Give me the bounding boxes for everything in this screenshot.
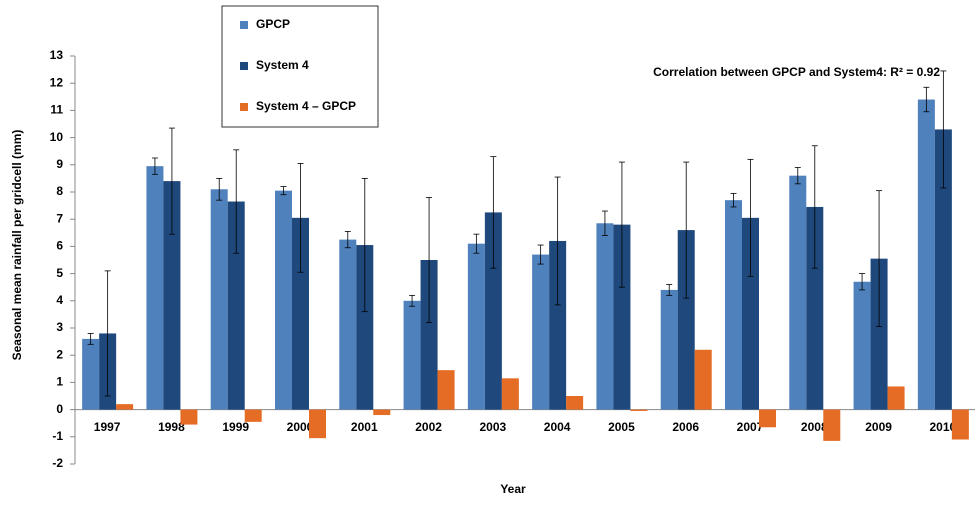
bar	[759, 409, 776, 428]
y-tick-label: 11	[50, 103, 63, 117]
bar	[275, 190, 292, 410]
x-tick-label: 2004	[544, 420, 571, 434]
bar	[566, 396, 584, 410]
bar	[917, 99, 935, 410]
bar	[806, 206, 824, 410]
y-tick-label: 8	[56, 184, 63, 198]
bar	[146, 166, 164, 410]
bar	[630, 409, 648, 411]
legend-swatch	[240, 62, 248, 70]
y-tick-label: 0	[56, 402, 63, 416]
y-tick-label: -2	[52, 456, 63, 470]
x-tick-label: 1998	[158, 420, 185, 434]
bar	[853, 281, 871, 410]
legend-swatch	[240, 103, 248, 111]
bar	[484, 212, 502, 410]
x-tick-label: 2005	[608, 420, 635, 434]
annotation: Correlation between GPCP and System4: R²…	[653, 65, 940, 79]
bar	[660, 289, 678, 410]
y-tick-label: 12	[50, 75, 64, 89]
y-tick-label: 13	[50, 48, 64, 62]
y-axis-title: Seasonal mean rainfall per gridcell (mm)	[10, 130, 24, 361]
y-tick-label: 9	[56, 157, 63, 171]
x-tick-label: 2003	[480, 420, 507, 434]
legend-label: GPCP	[256, 17, 290, 31]
bar	[356, 245, 374, 410]
x-tick-label: 1997	[94, 420, 121, 434]
bar	[180, 409, 198, 425]
y-tick-label: 3	[56, 320, 63, 334]
bar	[742, 217, 759, 410]
x-tick-label: 2007	[737, 420, 764, 434]
bar	[373, 409, 391, 416]
bar	[725, 200, 742, 410]
bar	[823, 409, 841, 441]
bar	[116, 404, 134, 410]
x-tick-label: 1999	[222, 420, 249, 434]
y-tick-label: 7	[56, 211, 63, 225]
bar	[951, 409, 969, 440]
bar	[339, 239, 357, 410]
bar	[420, 260, 438, 410]
bar	[82, 338, 100, 410]
bar	[596, 223, 614, 410]
bar	[934, 129, 952, 410]
bar	[694, 349, 712, 410]
bar	[549, 240, 567, 410]
bar	[501, 378, 519, 410]
bar	[677, 230, 695, 410]
y-tick-label: 10	[50, 130, 64, 144]
x-tick-label: 2006	[672, 420, 699, 434]
bar	[403, 300, 421, 410]
bar	[887, 386, 905, 410]
bar	[309, 409, 326, 439]
bar	[789, 175, 807, 410]
y-tick-label: 4	[56, 293, 63, 307]
bar	[870, 258, 888, 410]
y-tick-label: 1	[56, 375, 63, 389]
bar	[244, 409, 262, 422]
bar	[613, 224, 631, 410]
bar	[163, 181, 181, 410]
legend-label: System 4 – GPCP	[256, 99, 356, 113]
bar	[210, 189, 228, 410]
x-axis-title: Year	[500, 482, 526, 496]
legend-swatch	[240, 21, 248, 29]
bar	[467, 243, 485, 410]
bar	[227, 201, 245, 410]
y-tick-label: -1	[52, 429, 63, 443]
bar	[532, 254, 550, 410]
y-tick-label: 6	[56, 239, 63, 253]
y-tick-label: 2	[56, 347, 63, 361]
x-tick-label: 2002	[415, 420, 442, 434]
x-tick-label: 2009	[865, 420, 892, 434]
x-tick-label: 2010	[930, 420, 957, 434]
x-tick-label: 2008	[801, 420, 828, 434]
y-tick-label: 5	[56, 266, 63, 280]
x-tick-label: 2001	[351, 420, 378, 434]
bar	[437, 370, 455, 410]
bar	[292, 217, 309, 410]
x-tick-label: 2000	[287, 420, 314, 434]
legend-label: System 4	[256, 58, 309, 72]
